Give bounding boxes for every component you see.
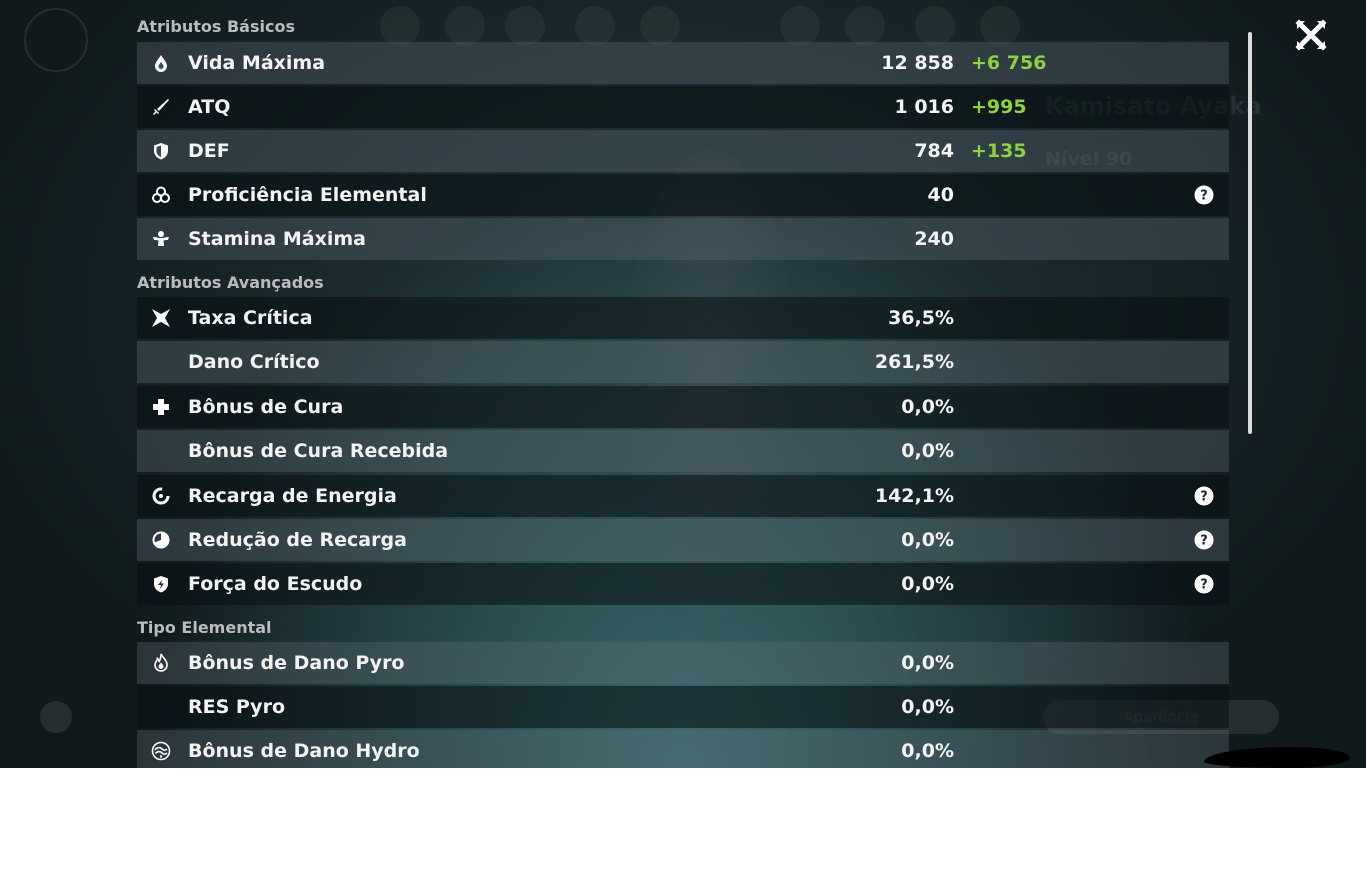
background-avatar (780, 6, 820, 46)
elemental-mastery-icon (152, 186, 170, 203)
stat-row-hydro-dmg: Bônus de Dano Hydro 0,0% (137, 730, 1229, 768)
stat-value: 0,0% (901, 696, 954, 718)
background-avatar (915, 6, 955, 46)
background-avatar (845, 6, 885, 46)
stat-label: RES Pyro (188, 696, 285, 718)
stat-value: 0,0% (901, 440, 954, 462)
hydro-icon (151, 741, 171, 761)
stat-row-elemental-mastery: Proficiência Elemental 40 ? (137, 174, 1229, 216)
svg-text:?: ? (1200, 490, 1208, 505)
stat-row-crit-rate: Taxa Crítica 36,5% (137, 297, 1229, 339)
stamina-icon (153, 231, 169, 246)
stat-value: 0,0% (901, 740, 954, 762)
stat-label: Stamina Máxima (188, 228, 366, 250)
stat-label: Proficiência Elemental (188, 184, 427, 206)
section-title-advanced: Atributos Avançados (137, 273, 324, 292)
background-character-level: Nível 90 (1045, 148, 1133, 170)
stat-label: Dano Crítico (188, 351, 320, 373)
stat-label: Taxa Crítica (188, 307, 313, 329)
stat-label: Força do Escudo (188, 573, 363, 595)
section-title-elemental: Tipo Elemental (137, 618, 272, 637)
stat-row-cd-reduction: Redução de Recarga 0,0% ? (137, 519, 1229, 561)
stat-label: Vida Máxima (188, 52, 326, 74)
background-gear-icon (40, 701, 72, 733)
stat-bonus: +135 (971, 140, 1027, 162)
stat-value: 0,0% (901, 573, 954, 595)
background-avatar (640, 6, 680, 46)
stat-bonus: +6 756 (971, 52, 1047, 74)
stat-value: 784 (914, 140, 954, 162)
stat-row-max-stamina: Stamina Máxima 240 (137, 218, 1229, 260)
stat-label: Bônus de Cura Recebida (188, 440, 449, 462)
stat-label: ATQ (188, 96, 231, 118)
crit-star-icon (152, 309, 170, 327)
background-avatar (505, 6, 545, 46)
stat-row-energy-recharge: Recarga de Energia 142,1% ? (137, 475, 1229, 517)
stat-row-healing-bonus: Bônus de Cura 0,0% (137, 386, 1229, 428)
healing-cross-icon (153, 399, 169, 415)
background-avatar (575, 6, 615, 46)
stat-value: 261,5% (874, 351, 954, 373)
svg-text:?: ? (1200, 189, 1208, 204)
svg-text:?: ? (1200, 534, 1208, 549)
stat-row-shield-strength: Força do Escudo 0,0% ? (137, 563, 1229, 605)
stat-value: 0,0% (901, 652, 954, 674)
shield-strength-icon (154, 576, 168, 593)
stat-label: Bônus de Cura (188, 396, 344, 418)
stat-value: 0,0% (901, 396, 954, 418)
stat-value: 240 (914, 228, 954, 250)
stat-row-def: DEF 784 +135 (137, 130, 1229, 172)
shield-icon (154, 143, 168, 160)
help-icon[interactable]: ? (1194, 185, 1214, 205)
game-screen: Kamisato Ayaka Nível 90 Aparência Atribu… (0, 0, 1366, 768)
stat-row-pyro-dmg: Bônus de Dano Pyro 0,0% (137, 642, 1229, 684)
stat-label: Bônus de Dano Pyro (188, 652, 405, 674)
cooldown-icon (152, 531, 170, 549)
stat-label: Redução de Recarga (188, 529, 407, 551)
pyro-icon (154, 653, 168, 672)
stat-value: 12 858 (881, 52, 954, 74)
stat-value: 0,0% (901, 529, 954, 551)
stat-value: 142,1% (874, 485, 954, 507)
hp-drop-icon (155, 55, 167, 72)
close-icon[interactable] (1294, 18, 1328, 52)
scrollbar[interactable] (1248, 32, 1252, 434)
energy-recharge-icon (152, 487, 170, 505)
stat-row-incoming-healing: Bônus de Cura Recebida 0,0% (137, 430, 1229, 472)
stat-bonus: +995 (971, 96, 1027, 118)
background-menu-ring (24, 8, 88, 72)
section-title-basic: Atributos Básicos (137, 17, 295, 36)
help-icon[interactable]: ? (1194, 574, 1214, 594)
stat-label: DEF (188, 140, 230, 162)
help-icon[interactable]: ? (1194, 486, 1214, 506)
background-avatar (445, 6, 485, 46)
help-icon[interactable]: ? (1194, 530, 1214, 550)
background-avatar (980, 6, 1020, 46)
stat-value: 1 016 (894, 96, 955, 118)
background-avatar (380, 6, 420, 46)
stat-value: 40 (927, 184, 954, 206)
stat-label: Bônus de Dano Hydro (188, 740, 420, 762)
stat-row-pyro-res: RES Pyro 0,0% (137, 686, 1229, 728)
stat-row-atk: ATQ 1 016 +995 (137, 86, 1229, 128)
sword-icon (153, 99, 169, 115)
redaction-mark (1204, 747, 1350, 768)
stat-row-crit-dmg: Dano Crítico 261,5% (137, 341, 1229, 383)
stat-value: 36,5% (888, 307, 954, 329)
stat-label: Recarga de Energia (188, 485, 397, 507)
stat-row-max-hp: Vida Máxima 12 858 +6 756 (137, 42, 1229, 84)
svg-text:?: ? (1200, 578, 1208, 593)
